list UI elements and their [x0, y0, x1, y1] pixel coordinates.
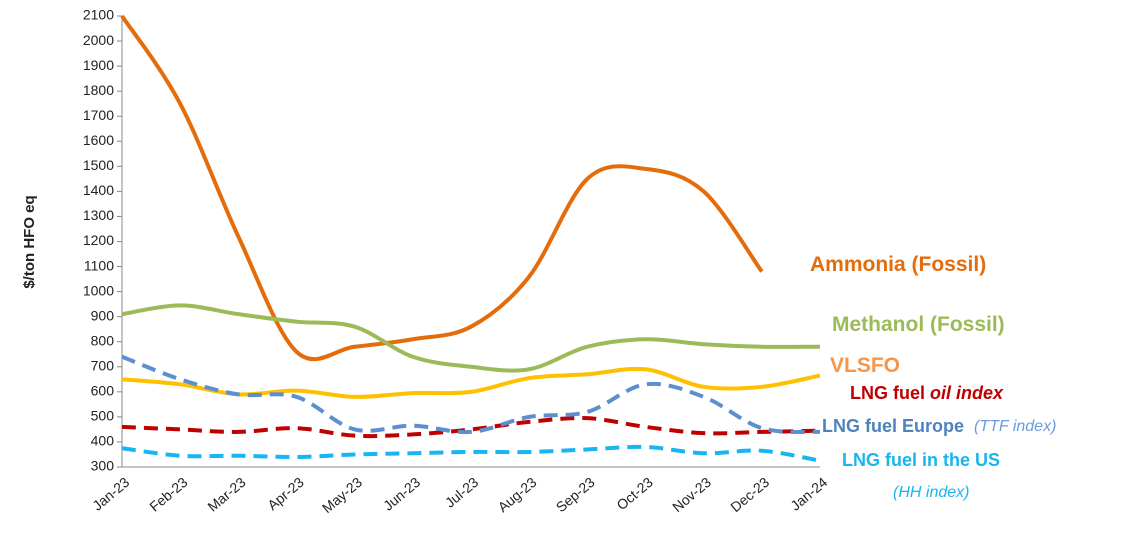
- series-note: (TTF index): [974, 418, 1056, 435]
- y-tick-label: 1600: [83, 132, 114, 148]
- series-name: Methanol (Fossil): [832, 313, 1005, 336]
- y-tick-label: 900: [91, 307, 115, 323]
- y-axis-label: $/ton HFO eq: [21, 195, 38, 288]
- series-name: Ammonia (Fossil): [810, 253, 986, 276]
- x-tick-label: Apr-23: [264, 474, 307, 513]
- x-tick-label: Nov-23: [669, 474, 714, 515]
- y-tick-label: 1700: [83, 107, 114, 123]
- y-tick-label: 1100: [84, 257, 114, 273]
- series-label: LNG fuel oil index: [850, 383, 1004, 403]
- x-tick-label: Feb-23: [146, 474, 190, 515]
- x-tick-label: Mar-23: [204, 474, 248, 515]
- line-series: [121, 444, 821, 463]
- series-label: LNG fuel in the US: [842, 450, 1000, 470]
- y-tick-label: 1000: [83, 282, 114, 298]
- y-tick-label: 800: [91, 332, 115, 348]
- x-tick-label: Oct-23: [613, 474, 656, 513]
- y-tick-label: 2100: [83, 7, 114, 23]
- x-tick-label: Aug-23: [495, 474, 540, 515]
- series-name: LNG fuel Europe: [822, 416, 964, 436]
- x-tick-label: Dec-23: [727, 474, 772, 515]
- y-tick-label: 1300: [83, 207, 114, 223]
- series-note: (HH index): [893, 484, 969, 501]
- y-tick-label: 1900: [83, 57, 114, 73]
- series-label: Methanol (Fossil): [832, 313, 1005, 336]
- series-note: oil index: [930, 383, 1004, 403]
- y-tick-label: 600: [91, 383, 115, 399]
- y-tick-label: 2000: [83, 32, 114, 48]
- line-series: [121, 303, 821, 373]
- series-label: LNG fuel Europe (TTF index): [822, 416, 1056, 436]
- series-name: LNG fuel: [850, 383, 925, 403]
- y-tick-label: 1200: [83, 232, 114, 248]
- series-name: LNG fuel in the US: [842, 450, 1000, 470]
- y-tick-label: 700: [91, 357, 115, 373]
- x-tick-label: Jun-23: [380, 474, 423, 514]
- y-tick-label: 1500: [83, 157, 114, 173]
- x-tick-label: Sep-23: [553, 474, 598, 515]
- y-tick-label: 300: [91, 458, 115, 474]
- x-tick-label: Jul-23: [442, 474, 482, 511]
- x-tick-label: May-23: [319, 474, 365, 516]
- series-name: VLSFO: [830, 354, 900, 377]
- y-tick-label: 400: [91, 433, 115, 449]
- line-series: [121, 415, 821, 439]
- y-tick-label: 1800: [83, 82, 114, 98]
- x-tick-label: Jan-24: [787, 474, 830, 514]
- y-tick-label: 500: [91, 408, 115, 424]
- series-label: VLSFO: [830, 354, 900, 377]
- y-tick-label: 1400: [83, 182, 114, 198]
- series-label: Ammonia (Fossil): [810, 253, 986, 276]
- x-tick-label: Jan-23: [89, 474, 132, 514]
- line-series: [120, 14, 764, 362]
- line-series: [121, 354, 821, 435]
